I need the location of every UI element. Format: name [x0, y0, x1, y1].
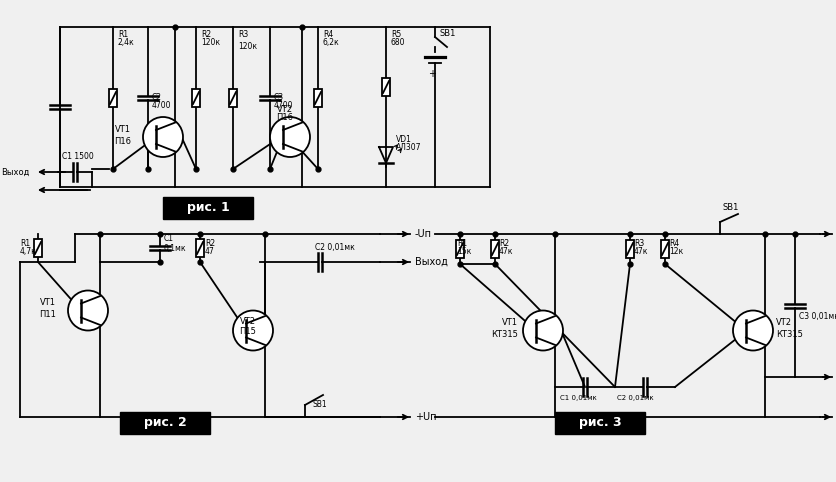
Text: -Uп: -Uп: [835, 412, 836, 422]
Text: рис. 3: рис. 3: [578, 416, 620, 429]
Text: КТ315: КТ315: [775, 330, 802, 339]
Circle shape: [143, 117, 183, 157]
Text: 120к: 120к: [201, 38, 220, 47]
Text: C2 0,01мк: C2 0,01мк: [616, 395, 653, 401]
Text: R1: R1: [456, 239, 466, 248]
Text: 4,7к: 4,7к: [20, 247, 37, 256]
Bar: [314, 89, 322, 107]
Text: 15к: 15к: [456, 247, 471, 256]
Text: R4: R4: [323, 30, 333, 39]
Text: R3: R3: [633, 239, 644, 248]
Bar: [491, 240, 498, 258]
Circle shape: [270, 117, 309, 157]
Text: +Uп: +Uп: [415, 412, 436, 422]
Text: 4700: 4700: [273, 101, 293, 110]
Text: R1: R1: [118, 30, 128, 39]
Text: R5: R5: [390, 30, 400, 39]
Text: П11: П11: [39, 310, 56, 319]
Circle shape: [522, 310, 563, 350]
Text: C3 0,01мк: C3 0,01мк: [798, 311, 836, 321]
Text: VT2: VT2: [775, 318, 791, 327]
Text: VT1: VT1: [40, 298, 56, 307]
Text: C1 0,01мк: C1 0,01мк: [559, 395, 596, 401]
Text: 47к: 47к: [633, 247, 648, 256]
Text: VT2: VT2: [240, 317, 256, 325]
Text: КТ315: КТ315: [491, 330, 517, 339]
Circle shape: [732, 310, 772, 350]
Text: R2: R2: [498, 239, 508, 248]
Text: C2 0,01мк: C2 0,01мк: [314, 243, 354, 252]
Text: -Uп: -Uп: [415, 229, 431, 239]
Text: R2: R2: [205, 239, 215, 248]
Bar: [229, 89, 237, 107]
Text: +: +: [427, 69, 436, 79]
Text: Выход: Выход: [835, 372, 836, 382]
Text: 680: 680: [390, 38, 405, 47]
Text: П15: П15: [239, 326, 256, 335]
Text: VT2: VT2: [277, 105, 293, 114]
Text: C2: C2: [152, 93, 162, 102]
Text: 12к: 12к: [668, 247, 682, 256]
Text: R4: R4: [668, 239, 679, 248]
Text: 2,4к: 2,4к: [118, 38, 135, 47]
Text: VT1: VT1: [115, 124, 131, 134]
Text: SB1: SB1: [313, 400, 327, 409]
Text: SB1: SB1: [722, 203, 738, 212]
Text: П16: П16: [114, 136, 131, 146]
Bar: [109, 89, 117, 107]
Text: 120к: 120к: [237, 42, 257, 51]
Bar: [625, 240, 633, 258]
Text: Выход: Выход: [2, 168, 30, 176]
Text: R3: R3: [237, 30, 248, 39]
Text: 47к: 47к: [498, 247, 513, 256]
Text: Выход: Выход: [415, 257, 447, 267]
Text: АЛ307: АЛ307: [395, 143, 421, 152]
Bar: [191, 89, 200, 107]
Text: VT1: VT1: [502, 318, 517, 327]
Bar: [381, 78, 390, 96]
Bar: [34, 239, 42, 257]
Circle shape: [232, 310, 273, 350]
Text: 4700: 4700: [152, 101, 171, 110]
Text: 47: 47: [205, 247, 215, 256]
Text: SB1: SB1: [440, 29, 456, 38]
Bar: [554, 412, 645, 434]
Text: C3: C3: [273, 93, 283, 102]
Text: П16: П16: [276, 113, 293, 122]
Bar: [163, 197, 252, 219]
Text: VD1: VD1: [395, 135, 411, 144]
Text: 6,2к: 6,2к: [323, 38, 339, 47]
Text: рис. 1: рис. 1: [186, 201, 229, 214]
Text: R1: R1: [20, 239, 30, 248]
Text: +Uп: +Uп: [835, 229, 836, 239]
Text: C1 1500: C1 1500: [62, 152, 94, 161]
Bar: [196, 239, 204, 257]
Bar: [120, 412, 210, 434]
Bar: [456, 240, 463, 258]
Text: C1: C1: [164, 234, 174, 243]
Bar: [660, 240, 668, 258]
Circle shape: [68, 291, 108, 331]
Text: 0,1мк: 0,1мк: [164, 244, 186, 253]
Text: рис. 2: рис. 2: [144, 416, 186, 429]
Text: R2: R2: [201, 30, 211, 39]
